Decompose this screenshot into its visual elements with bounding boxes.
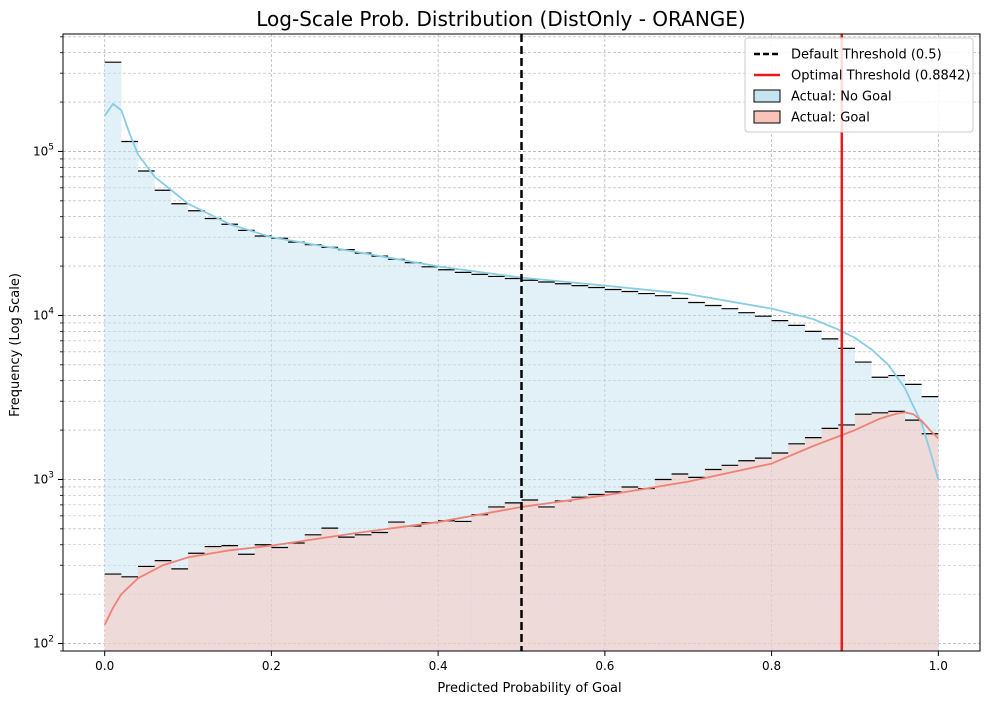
histogram-bar (138, 566, 155, 651)
legend-label: Default Threshold (0.5) (791, 48, 942, 63)
histogram-bar (504, 502, 522, 651)
histogram-bar (304, 534, 322, 651)
histogram-bar (421, 522, 439, 651)
legend-label: Actual: Goal (791, 111, 870, 126)
histogram-bar (371, 532, 389, 651)
legend-box (744, 37, 974, 133)
histogram-bars (104, 61, 939, 652)
histogram-bar (238, 554, 255, 651)
histogram-bar (121, 141, 139, 651)
histogram-bar (871, 412, 889, 651)
histogram-bar (538, 506, 555, 651)
histogram-bar (904, 420, 922, 651)
x-axis-ticks: 0.0 0.2 0.4 0.6 0.8 1.0 (95, 651, 948, 673)
histogram-bar (438, 520, 455, 651)
kde-curve (103, 411, 939, 626)
y-tick-label: 102 (33, 634, 54, 650)
histogram-bar (821, 428, 839, 651)
histogram-bar (688, 477, 705, 651)
histogram-bar (321, 528, 339, 651)
histogram-bar (171, 203, 189, 651)
histogram-bar (704, 469, 722, 651)
y-axis-label: Frequency (Log Scale) (8, 273, 23, 417)
kde-curves (103, 102, 940, 626)
x-tick-label: 0.8 (762, 659, 781, 673)
histogram-bar (521, 499, 539, 651)
legend-label: Optimal Threshold (0.8842) (791, 69, 970, 84)
histogram-bar (154, 560, 172, 651)
histogram-bar (771, 453, 789, 651)
histogram-bar (204, 546, 222, 651)
y-tick-label: 103 (33, 470, 54, 486)
histogram-bar (621, 486, 639, 651)
histogram-bar (388, 522, 405, 651)
histogram-bar (604, 491, 622, 651)
histogram-bar (854, 414, 872, 651)
histogram-bar (188, 210, 205, 651)
legend: Default Threshold (0.5) Optimal Threshold… (744, 37, 974, 133)
histogram-bar (654, 479, 672, 651)
histogram-bar (571, 497, 589, 651)
x-tick-label: 0.2 (262, 659, 281, 673)
histogram-bar (171, 568, 189, 651)
histogram-bar (488, 506, 505, 651)
histogram-bar (738, 460, 755, 651)
histogram-bar (671, 473, 689, 651)
histogram-bar (221, 224, 239, 651)
x-tick-label: 1.0 (929, 659, 948, 673)
histogram-bar (154, 190, 172, 651)
legend-label: Actual: No Goal (791, 90, 892, 105)
y-tick-label: 104 (33, 306, 54, 322)
histogram-bar (638, 488, 655, 651)
histogram-bar (921, 433, 939, 651)
histogram-bar (354, 534, 372, 651)
histogram-bar (121, 576, 139, 651)
histogram-bar (104, 574, 122, 651)
histogram-bar (104, 62, 122, 652)
histogram-bar (454, 521, 472, 651)
y-axis-ticks: 102 103 104 105 (33, 36, 63, 652)
histogram-bar (138, 170, 155, 651)
histogram-bar (288, 542, 305, 651)
plot-frame (62, 33, 981, 652)
chart-title: Log-Scale Prob. Distribution (DistOnly -… (256, 7, 745, 31)
histogram-bar (254, 544, 272, 651)
histogram-bar (471, 514, 489, 651)
histogram-bar (721, 465, 739, 651)
threshold-lines (520, 34, 844, 651)
x-tick-label: 0.6 (595, 659, 614, 673)
legend-swatch (753, 110, 781, 124)
x-tick-label: 0.4 (429, 659, 448, 673)
histogram-bar (404, 526, 422, 651)
x-tick-label: 0.0 (95, 659, 114, 673)
histogram-bar (338, 537, 355, 651)
histogram-bar (888, 411, 905, 651)
legend-swatch (753, 89, 781, 103)
histogram-bar (188, 553, 205, 651)
kde-curve (103, 102, 940, 480)
histogram-bar (804, 437, 822, 651)
x-axis-label: Predicted Probability of Goal (437, 681, 621, 696)
histogram-bar (271, 547, 289, 651)
y-tick-label: 105 (33, 142, 54, 158)
histogram-bar (754, 458, 772, 651)
histogram-bar (588, 494, 605, 651)
histogram-bar (204, 218, 222, 652)
histogram-bar (554, 500, 572, 651)
histogram-bar (238, 230, 255, 651)
histogram-bar (788, 443, 805, 651)
histogram-bar (221, 545, 239, 651)
